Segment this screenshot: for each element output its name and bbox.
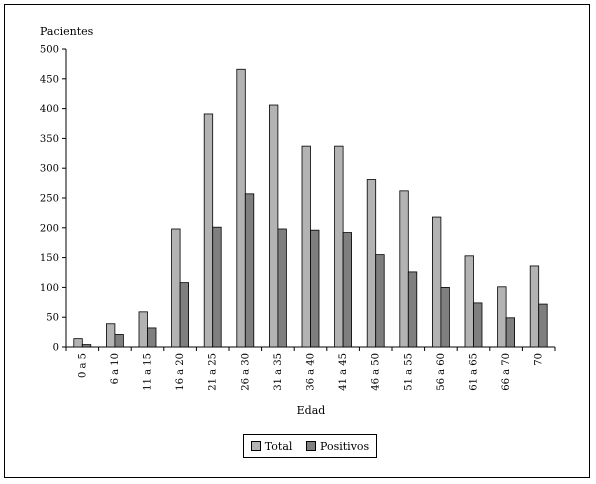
bar-total-2 xyxy=(138,311,148,348)
legend-item-total: Total xyxy=(250,439,293,453)
bar-positivos-12 xyxy=(473,302,483,348)
bar-positivos-5 xyxy=(244,193,255,348)
bar-total-3 xyxy=(171,228,181,348)
bar-positivos-8 xyxy=(342,232,353,348)
y-axis: 0 50 100 150 200 250 300 350 400 450 500 xyxy=(40,45,67,354)
y-tick-label: 50 xyxy=(46,313,59,324)
bar-positivos-0 xyxy=(81,344,92,348)
legend-item-positivos: Positivos xyxy=(306,440,369,453)
y-tick-label: 250 xyxy=(40,194,59,205)
bar-total-0 xyxy=(73,338,83,348)
x-tick-label: 56 a 60 xyxy=(436,353,447,391)
x-tick-label: 0 a 5 xyxy=(77,353,88,378)
chart-frame xyxy=(4,4,590,478)
y-tick-label: 150 xyxy=(40,253,59,264)
x-tick-label: 70 xyxy=(534,353,545,366)
x-axis-label: Edad xyxy=(297,404,326,417)
x-tick-label: 36 a 40 xyxy=(306,353,317,391)
bar-total-8 xyxy=(334,145,344,348)
bar-total-7 xyxy=(301,145,311,348)
legend-label-positivos: Positivos xyxy=(320,439,370,453)
x-tick-label: 21 a 25 xyxy=(208,353,219,391)
bar-positivos-3 xyxy=(179,282,190,348)
y-tick-label: 350 xyxy=(40,134,59,145)
x-tick-label: 11 a 15 xyxy=(143,353,154,391)
y-tick-label: 450 xyxy=(40,74,59,85)
y-tick-label: 200 xyxy=(40,223,59,234)
x-tick-label: 61 a 65 xyxy=(469,353,480,391)
bar-total-5 xyxy=(236,68,246,348)
bar-total-1 xyxy=(106,323,116,348)
x-tick-label: 26 a 30 xyxy=(240,353,251,391)
bar-total-11 xyxy=(431,216,442,348)
bar-positivos-10 xyxy=(407,271,418,348)
bar-positivos-6 xyxy=(277,228,287,348)
bar-total-14 xyxy=(529,265,540,348)
y-tick-label: 400 xyxy=(40,104,59,115)
bar-positivos-13 xyxy=(505,317,516,348)
y-tick-label: 100 xyxy=(40,283,59,294)
y-axis-label: Pacientes xyxy=(40,25,94,38)
x-tick-label: 31 a 35 xyxy=(273,353,284,391)
x-tick-label: 46 a 50 xyxy=(371,353,382,391)
bar-total-6 xyxy=(268,104,279,348)
legend-swatch-positivos xyxy=(306,441,317,451)
bar-positivos-9 xyxy=(375,254,385,348)
bar-total-4 xyxy=(203,113,214,348)
bar-positivos-2 xyxy=(147,327,157,348)
legend-swatch-total xyxy=(250,441,261,451)
bar-total-13 xyxy=(497,286,507,348)
bar-positivos-11 xyxy=(440,286,450,348)
y-tick-label: 500 xyxy=(40,45,59,56)
bar-positivos-4 xyxy=(212,226,222,348)
bar-positivos-7 xyxy=(310,229,320,348)
bar-total-10 xyxy=(399,190,409,348)
bar-positivos-14 xyxy=(538,303,548,348)
bar-positivos-1 xyxy=(114,334,124,348)
legend: Total Positivos xyxy=(243,434,377,458)
x-tick-label: 41 a 45 xyxy=(338,353,349,391)
bars xyxy=(73,68,548,348)
y-tick-label: 0 xyxy=(53,343,59,354)
bar-total-12 xyxy=(464,255,474,348)
y-tick-label: 300 xyxy=(40,164,59,175)
x-tick-label: 6 a 10 xyxy=(110,353,121,384)
x-tick-label: 51 a 55 xyxy=(403,353,414,391)
x-axis: 0 a 5 6 a 10 11 a 15 16 a 20 21 a 25 26 a 30 3… xyxy=(65,346,556,391)
x-tick-label: 16 a 20 xyxy=(175,353,186,391)
x-tick-label: 66 a 70 xyxy=(501,353,512,391)
bar-total-9 xyxy=(366,179,377,348)
legend-label-total: Total xyxy=(264,439,293,453)
